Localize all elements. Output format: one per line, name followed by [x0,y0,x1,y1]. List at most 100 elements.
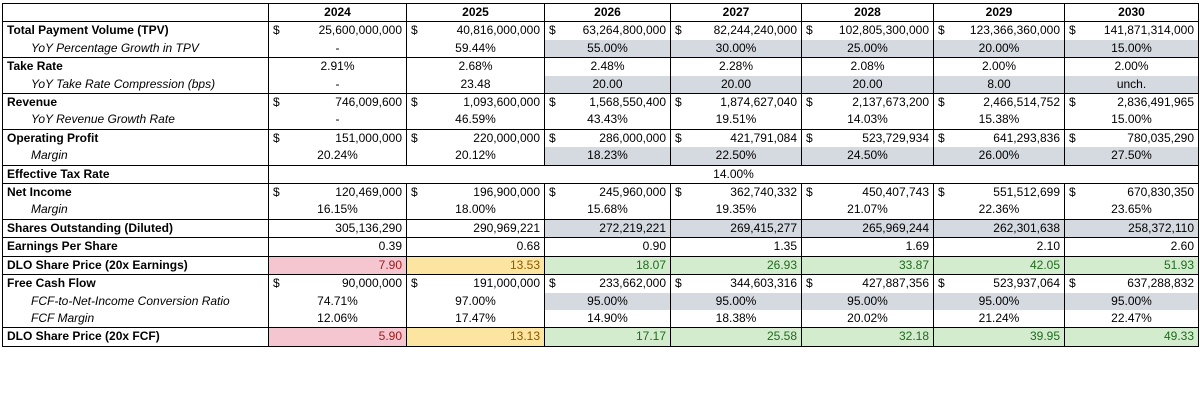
value-cell[interactable]: 2.10 [933,237,1065,257]
value-cell[interactable]: 265,969,244 [801,218,934,239]
value-cell[interactable]: $40,816,000,000 [406,21,545,40]
value-cell[interactable]: 25.00% [801,39,934,59]
value-cell[interactable]: 20.12% [406,147,545,166]
value-cell[interactable]: 2.60 [1064,237,1199,257]
value-cell[interactable]: 0.39 [268,237,407,257]
value-cell[interactable]: 14.03% [801,111,934,130]
value-cell[interactable]: 0.68 [406,237,545,257]
value-cell[interactable]: 272,219,221 [544,218,671,239]
value-cell[interactable]: $362,740,332 [670,183,802,202]
value-cell[interactable]: 17.17 [544,327,671,347]
value-cell[interactable]: 22.50% [670,147,802,166]
value-cell[interactable]: 15.00% [1064,39,1199,59]
value-cell[interactable]: $141,871,314,000 [1064,21,1199,40]
value-cell[interactable]: $421,791,084 [670,128,802,148]
value-cell[interactable]: $1,874,627,040 [670,93,802,112]
value-cell[interactable]: unch. [1064,75,1199,95]
value-cell[interactable]: $551,512,699 [933,183,1065,202]
value-cell[interactable]: - [268,39,407,59]
value-cell[interactable]: 97.00% [406,292,545,310]
value-cell[interactable]: 2.91% [268,57,407,76]
value-cell[interactable]: 26.93 [670,255,802,276]
value-cell[interactable]: $670,830,350 [1064,183,1199,202]
value-cell[interactable]: $102,805,300,000 [801,21,934,40]
value-cell[interactable]: 32.18 [801,327,934,347]
value-cell[interactable]: 17.47% [406,309,545,329]
value-cell[interactable]: 15.38% [933,111,1065,130]
value-cell[interactable]: 7.90 [268,255,407,276]
value-cell[interactable]: 18.23% [544,147,671,166]
value-cell[interactable]: 95.00% [801,292,934,310]
value-cell[interactable]: 39.95 [933,327,1065,347]
value-cell[interactable]: 95.00% [544,292,671,310]
value-cell[interactable]: $2,466,514,752 [933,93,1065,112]
value-cell[interactable]: 18.00% [406,201,545,220]
value-cell[interactable]: 18.07 [544,255,671,276]
value-cell[interactable]: 46.59% [406,111,545,130]
value-cell[interactable]: $90,000,000 [268,274,407,293]
value-cell[interactable]: $641,293,836 [933,128,1065,148]
value-cell[interactable]: 16.15% [268,201,407,220]
value-cell[interactable]: 20.00 [544,75,671,95]
value-cell[interactable]: 26.00% [933,147,1065,166]
value-cell[interactable]: 42.05 [933,255,1065,276]
value-cell[interactable]: 2.08% [801,57,934,76]
value-cell[interactable]: 95.00% [1064,292,1199,310]
value-cell[interactable]: 30.00% [670,39,802,59]
value-cell[interactable]: 22.36% [933,201,1065,220]
value-cell[interactable]: 258,372,110 [1064,218,1199,239]
value-cell[interactable]: 12.06% [268,309,407,329]
value-cell[interactable]: 2.00% [933,57,1065,76]
value-cell[interactable]: 20.02% [801,309,934,329]
value-cell[interactable]: $151,000,000 [268,128,407,148]
value-cell[interactable]: 2.68% [406,57,545,76]
value-cell[interactable]: 74.71% [268,292,407,310]
value-cell[interactable]: $2,137,673,200 [801,93,934,112]
value-cell[interactable]: - [268,111,407,130]
value-cell[interactable]: 19.51% [670,111,802,130]
value-cell[interactable]: 49.33 [1064,327,1199,347]
value-cell[interactable]: 305,136,290 [268,218,407,239]
value-cell[interactable]: $1,568,550,400 [544,93,671,112]
value-cell[interactable]: 5.90 [268,327,407,347]
value-cell[interactable]: 95.00% [670,292,802,310]
value-cell[interactable]: 21.07% [801,201,934,220]
value-cell[interactable]: 20.00% [933,39,1065,59]
value-cell[interactable]: $637,288,832 [1064,274,1199,293]
value-cell[interactable]: 290,969,221 [406,218,545,239]
value-cell[interactable]: 55.00% [544,39,671,59]
value-cell[interactable]: 8.00 [933,75,1065,95]
value-cell[interactable]: $245,960,000 [544,183,671,202]
value-cell[interactable]: $120,469,000 [268,183,407,202]
value-cell[interactable]: 59.44% [406,39,545,59]
value-cell[interactable]: $63,264,800,000 [544,21,671,40]
value-cell[interactable]: $196,900,000 [406,183,545,202]
value-cell[interactable]: 15.68% [544,201,671,220]
value-cell[interactable]: 21.24% [933,309,1065,329]
value-cell[interactable]: $123,366,360,000 [933,21,1065,40]
value-cell[interactable]: $1,093,600,000 [406,93,545,112]
value-cell[interactable]: 23.65% [1064,201,1199,220]
value-cell[interactable]: 2.48% [544,57,671,76]
value-cell[interactable]: $344,603,316 [670,274,802,293]
value-cell[interactable]: 0.90 [544,237,671,257]
value-cell[interactable]: 2.28% [670,57,802,76]
value-cell[interactable]: 15.00% [1064,111,1199,130]
value-cell[interactable]: $450,407,743 [801,183,934,202]
value-cell[interactable]: $523,937,064 [933,274,1065,293]
value-cell[interactable]: 14.90% [544,309,671,329]
value-cell[interactable]: $746,009,600 [268,93,407,112]
value-cell[interactable]: 18.38% [670,309,802,329]
value-cell[interactable]: 269,415,277 [670,218,802,239]
value-cell[interactable]: $220,000,000 [406,128,545,148]
value-cell[interactable]: $233,662,000 [544,274,671,293]
value-cell[interactable]: 20.00 [670,75,802,95]
value-cell[interactable]: 43.43% [544,111,671,130]
value-cell[interactable]: 24.50% [801,147,934,166]
value-cell[interactable]: $25,600,000,000 [268,21,407,40]
value-cell[interactable]: $427,887,356 [801,274,934,293]
value-cell[interactable]: 13.13 [406,327,545,347]
value-cell[interactable]: 25.58 [670,327,802,347]
value-cell[interactable]: 33.87 [801,255,934,276]
value-cell[interactable]: - [268,75,407,95]
